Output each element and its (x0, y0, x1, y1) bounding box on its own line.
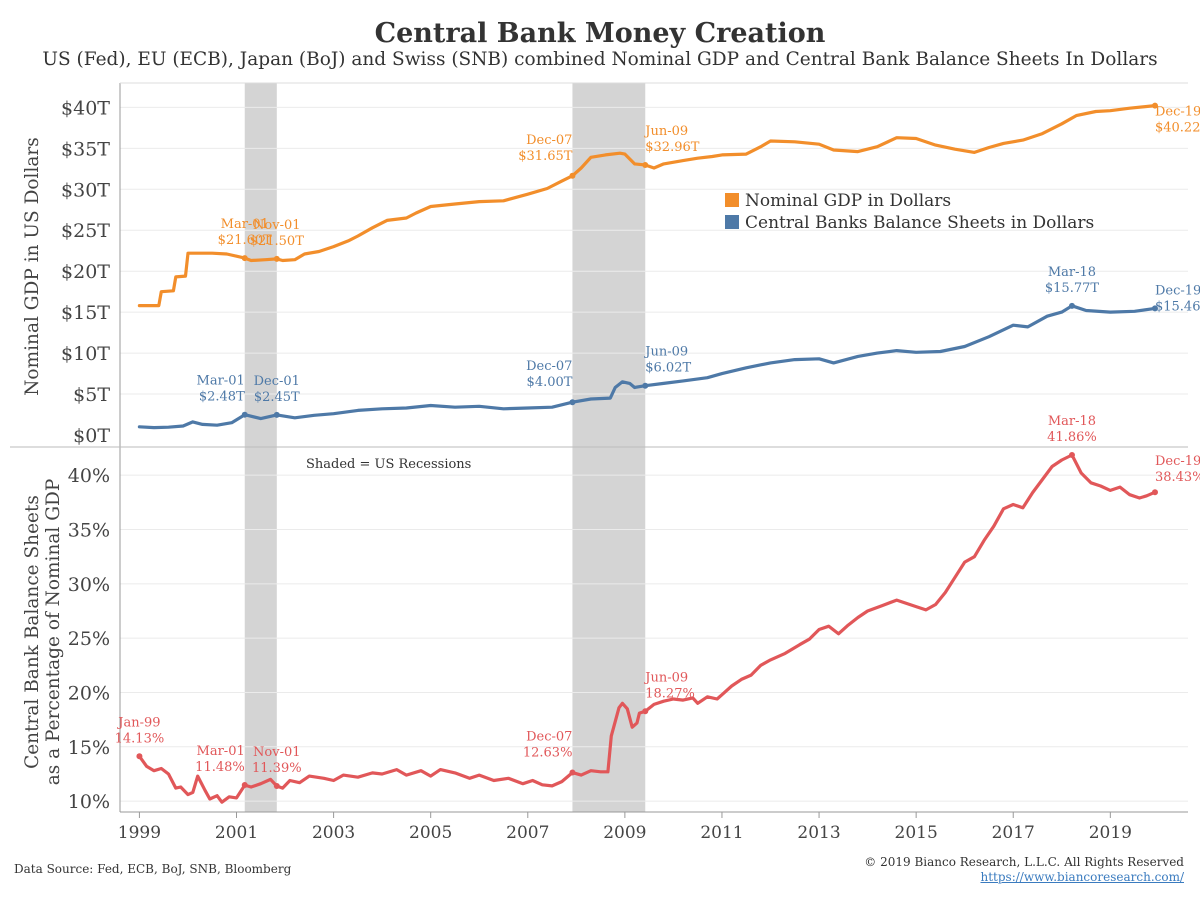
x-tick-label: 2017 (992, 823, 1035, 843)
annotation-value: 41.86% (1047, 430, 1097, 445)
x-tick-label: 2013 (797, 823, 840, 843)
annotation-marker (273, 411, 280, 418)
annotation-marker (569, 769, 576, 776)
annotation-marker (273, 255, 280, 262)
annotation-value: $40.22T (1155, 121, 1200, 136)
copyright-text: © 2019 Bianco Research, L.L.C. All Right… (864, 855, 1184, 869)
series-line-gdp (137, 104, 1157, 308)
annotation-date: Dec-19 (1155, 283, 1200, 298)
y-tick-label: $30T (61, 179, 110, 201)
annotation-marker (136, 753, 143, 760)
annotation-date: Dec-07 (526, 133, 572, 148)
y-tick-label: $20T (61, 261, 110, 283)
y-tick-label: $40T (61, 97, 110, 119)
x-tick-label: 2009 (603, 823, 646, 843)
annotation-value: $2.45T (254, 390, 300, 405)
y-tick-label: $25T (61, 220, 110, 242)
annotation-marker (642, 382, 649, 389)
x-tick-label: 2003 (312, 823, 355, 843)
annotation-value: $21.60T (218, 233, 272, 248)
annotation-value: 11.48% (195, 760, 245, 775)
annotation-marker (1068, 302, 1075, 309)
x-tick-label: 2011 (700, 823, 743, 843)
annotation-value: $32.96T (645, 140, 699, 155)
annotation-marker (241, 782, 248, 789)
annotation-value: 14.13% (115, 731, 165, 746)
data-source-note: Data Source: Fed, ECB, BoJ, SNB, Bloombe… (14, 862, 292, 876)
y-tick-label: 20% (68, 682, 110, 704)
annotation-date: Dec-07 (526, 359, 572, 374)
series-line-percent (137, 453, 1157, 804)
annotation-value: $31.65T (518, 149, 572, 164)
annotation-marker (273, 783, 280, 790)
annotation-value: 12.63% (523, 746, 573, 761)
annotation-date: Nov-01 (253, 745, 300, 760)
annotation-date: Jun-09 (643, 124, 688, 139)
y-tick-label: $0T (73, 425, 110, 447)
annotation-value: $15.77T (1045, 281, 1099, 296)
annotation-value: 11.39% (252, 761, 302, 776)
annotation-value: $4.00T (527, 375, 573, 390)
annotation-value: $2.48T (199, 390, 245, 405)
annotation-marker (569, 172, 576, 179)
y-tick-label: 35% (68, 519, 110, 541)
annotation-value: 38.43% (1155, 470, 1200, 485)
recession-note: Shaded = US Recessions (306, 457, 471, 472)
annotation-date: Mar-18 (1048, 265, 1096, 280)
x-tick-label: 2005 (409, 823, 452, 843)
annotation-marker (1151, 102, 1158, 109)
chart-title: Central Bank Money Creation (374, 18, 826, 49)
footer-credits: © 2019 Bianco Research, L.L.C. All Right… (864, 855, 1184, 885)
annotation-date: Dec-19 (1155, 105, 1200, 120)
legend-swatch (725, 193, 739, 207)
y-tick-label: 10% (68, 791, 110, 813)
annotation-date: Jun-09 (643, 345, 688, 360)
y-axis-title: Nominal GDP in US Dollars (22, 137, 43, 396)
website-link[interactable]: https://www.biancoresearch.com/ (980, 870, 1184, 884)
annotation-date: Mar-01 (221, 217, 269, 232)
legend-swatch (725, 215, 739, 229)
annotation-value: $6.02T (645, 361, 691, 376)
annotation-date: Dec-01 (254, 374, 300, 389)
y-tick-label: $10T (61, 343, 110, 365)
legend-label: Nominal GDP in Dollars (745, 191, 951, 211)
annotation-marker (241, 255, 248, 262)
annotation-marker (642, 708, 649, 715)
y-axis-title: as a Percentage of Nominal GDP (43, 479, 64, 786)
y-tick-label: $15T (61, 302, 110, 324)
annotation-date: Mar-01 (197, 744, 245, 759)
annotation-value: $15.46T (1155, 299, 1200, 314)
series-line-balance (137, 304, 1157, 430)
annotation-marker (1068, 451, 1075, 458)
annotation-date: Nov-01 (253, 218, 300, 233)
chart-subtitle: US (Fed), EU (ECB), Japan (BoJ) and Swis… (42, 49, 1158, 70)
annotation-date: Dec-19 (1155, 454, 1200, 469)
y-tick-label: $5T (73, 384, 110, 406)
annotation-marker (569, 399, 576, 406)
x-tick-label: 2015 (895, 823, 938, 843)
annotation-date: Jun-09 (643, 670, 688, 685)
annotation-date: Mar-18 (1048, 414, 1096, 429)
y-tick-label: 40% (68, 465, 110, 487)
x-tick-label: 1999 (118, 823, 161, 843)
y-tick-label: 30% (68, 574, 110, 596)
annotation-marker (1151, 489, 1158, 496)
x-tick-label: 2019 (1089, 823, 1132, 843)
legend-label: Central Banks Balance Sheets in Dollars (745, 213, 1094, 233)
y-tick-label: 25% (68, 628, 110, 650)
annotation-value: 18.27% (645, 686, 695, 701)
annotation-date: Jan-99 (116, 715, 160, 730)
annotation-marker (241, 411, 248, 418)
x-tick-label: 2007 (506, 823, 549, 843)
annotation-marker (1151, 305, 1158, 312)
annotation-marker (642, 162, 649, 169)
y-axis-title: Central Bank Balance Sheets (22, 495, 43, 769)
y-tick-label: $35T (61, 138, 110, 160)
y-tick-label: 15% (68, 737, 110, 759)
annotation-date: Mar-01 (197, 374, 245, 389)
annotation-date: Dec-07 (526, 730, 572, 745)
x-tick-label: 2001 (215, 823, 258, 843)
annotation-value: $21.50T (250, 234, 304, 249)
